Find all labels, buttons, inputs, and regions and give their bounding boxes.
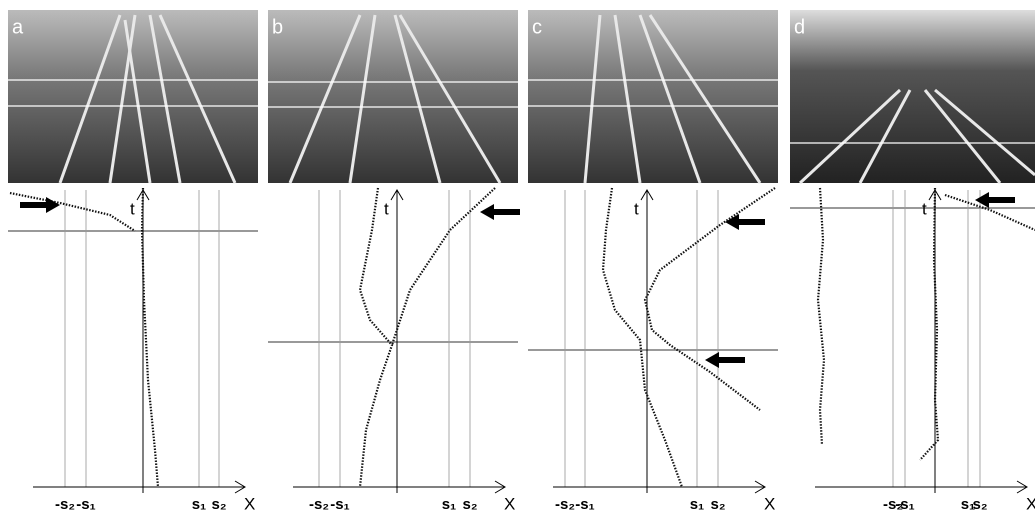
tick-label: -s₁ bbox=[330, 496, 350, 513]
y-arrow bbox=[640, 189, 654, 201]
y-arrow bbox=[928, 189, 942, 201]
tick-label: s₁ bbox=[690, 496, 705, 513]
axis-label-x: X bbox=[764, 494, 775, 513]
rail bbox=[613, 14, 642, 184]
trajectory bbox=[358, 187, 394, 488]
x-arrow bbox=[754, 480, 766, 494]
tick-label: -s₁ bbox=[76, 496, 96, 513]
pointer-arrow bbox=[705, 352, 745, 368]
pointer-arrow bbox=[975, 192, 1015, 208]
y-arrow bbox=[136, 189, 150, 201]
tick-label: -s₂ bbox=[555, 496, 575, 513]
axis-label-x: X bbox=[1026, 494, 1035, 513]
tick-label: -s₁ bbox=[575, 496, 595, 513]
rail bbox=[923, 89, 1002, 184]
pointer-arrow bbox=[20, 197, 60, 213]
trajectory bbox=[390, 187, 496, 346]
panel-label: a bbox=[12, 16, 24, 38]
rail bbox=[858, 89, 912, 184]
axis-label-x: X bbox=[504, 494, 515, 513]
rail bbox=[648, 14, 762, 184]
photo bbox=[8, 10, 258, 183]
tick-label: -s₂ bbox=[309, 496, 329, 513]
x-arrow bbox=[234, 480, 246, 494]
tick-label: s₁ bbox=[442, 496, 457, 513]
trajectory bbox=[140, 187, 160, 488]
tick-label: -s₂ bbox=[883, 496, 903, 513]
trajectory bbox=[601, 187, 684, 488]
tick-label: s₁ bbox=[192, 496, 207, 513]
tick-label: -s₁ bbox=[895, 496, 915, 513]
rail bbox=[123, 19, 152, 184]
trajectory bbox=[919, 187, 940, 461]
rail bbox=[148, 14, 182, 184]
panel-label: d bbox=[794, 16, 805, 38]
axis-label-t: t bbox=[130, 199, 135, 218]
y-arrow bbox=[390, 189, 404, 201]
rail bbox=[108, 14, 137, 184]
rail bbox=[398, 14, 502, 184]
trajectory bbox=[643, 187, 776, 411]
tick-label: -s₂ bbox=[55, 496, 75, 513]
pointer-arrow bbox=[480, 204, 520, 220]
rail bbox=[583, 14, 602, 184]
rail bbox=[934, 88, 1035, 177]
rail bbox=[638, 14, 702, 184]
axis-label-t: t bbox=[384, 199, 389, 218]
tick-label: s₂ bbox=[710, 496, 725, 513]
trajectory bbox=[9, 191, 136, 232]
panel-label: c bbox=[532, 16, 542, 38]
tick-label: s₂ bbox=[211, 496, 226, 513]
axis-label-t: t bbox=[634, 199, 639, 218]
x-arrow bbox=[1016, 480, 1028, 494]
trajectory bbox=[816, 187, 826, 446]
pointer-arrow bbox=[725, 214, 765, 230]
rail bbox=[288, 14, 362, 184]
tick-label: s₂ bbox=[462, 496, 477, 513]
rail bbox=[348, 14, 377, 184]
axis-label-t: t bbox=[922, 199, 927, 218]
trajectory bbox=[944, 193, 1035, 232]
axis-label-x: X bbox=[244, 494, 255, 513]
photo bbox=[528, 10, 778, 183]
rail bbox=[58, 14, 122, 184]
x-arrow bbox=[494, 480, 506, 494]
panel-label: b bbox=[272, 16, 283, 38]
photo bbox=[268, 10, 518, 183]
tick-label: s₂ bbox=[972, 496, 987, 513]
tick-label: s₁ bbox=[961, 496, 976, 513]
rail bbox=[798, 88, 902, 185]
rail bbox=[158, 14, 237, 184]
rail bbox=[393, 14, 442, 184]
